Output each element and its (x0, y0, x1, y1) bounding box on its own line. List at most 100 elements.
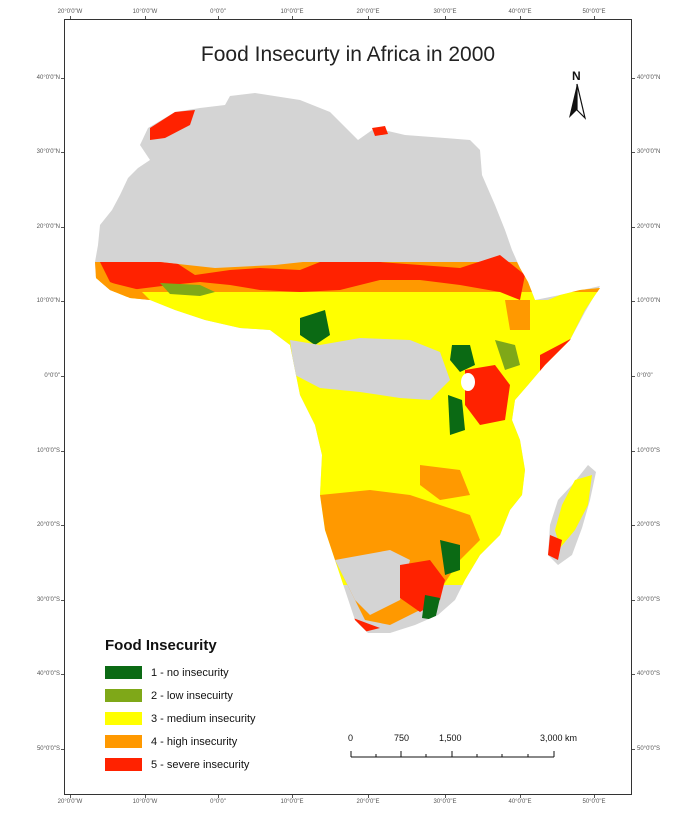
coordinate-tick (70, 795, 71, 798)
coordinate-label: 0°0'0" (210, 9, 226, 15)
coordinate-tick (632, 451, 635, 452)
zone-severe-tunisia (372, 126, 388, 136)
legend-swatch (105, 712, 142, 725)
coordinate-label: 30°0'0"S (36, 597, 60, 603)
coordinate-label: 30°0'0"N (36, 149, 60, 155)
legend-item: 2 - low insecuirty (105, 684, 256, 707)
coordinate-label: 10°0'0"S (637, 448, 661, 454)
coordinate-label: 10°0'0"E (280, 9, 304, 15)
zone-nodata-kalahari (335, 550, 410, 615)
zone-nodata-central (290, 338, 450, 400)
coordinate-label: 30°0'0"N (637, 149, 661, 155)
legend-label: 1 - no insecurity (151, 666, 229, 679)
coordinate-label: 20°0'0"W (57, 9, 83, 15)
coordinate-label: 20°0'0"N (637, 224, 661, 230)
coordinate-label: 50°0'0"E (582, 9, 606, 15)
zone-low-east (495, 340, 520, 370)
coordinate-tick (632, 600, 635, 601)
coordinate-label: 30°0'0"E (433, 9, 457, 15)
coordinate-label: 40°0'0"S (36, 671, 60, 677)
coordinate-tick (632, 227, 635, 228)
zone-no-east (450, 345, 475, 372)
coordinate-label: 50°0'0"S (36, 746, 60, 752)
scale-label: 0 (348, 733, 354, 743)
coordinate-tick (61, 674, 64, 675)
coordinate-tick (61, 451, 64, 452)
coordinate-tick (61, 152, 64, 153)
coordinate-label: 30°0'0"S (637, 597, 661, 603)
coordinate-label: 30°0'0"E (433, 799, 457, 805)
coordinate-label: 0°0'0" (44, 373, 60, 379)
coordinate-tick (61, 301, 64, 302)
coordinate-label: 10°0'0"N (36, 298, 60, 304)
coordinate-tick (61, 376, 64, 377)
coordinate-label: 40°0'0"E (508, 9, 532, 15)
coordinate-tick (632, 674, 635, 675)
coordinate-tick (292, 795, 293, 798)
coordinate-tick (445, 16, 446, 19)
coordinate-tick (520, 795, 521, 798)
legend-swatch (105, 758, 142, 771)
coordinate-label: 20°0'0"E (356, 799, 380, 805)
coordinate-label: 10°0'0"W (132, 9, 158, 15)
scale-bar: 0 750 1,500 3,000 km (348, 733, 577, 763)
coordinate-tick (61, 227, 64, 228)
coordinate-label: 0°0'0" (210, 799, 226, 805)
coordinate-label: 40°0'0"E (508, 799, 532, 805)
coordinate-label: 10°0'0"W (132, 799, 158, 805)
coordinate-tick (145, 795, 146, 798)
zone-severe-east (465, 365, 510, 425)
zone-no-south-2 (422, 595, 440, 620)
scale-bar-line (350, 751, 555, 758)
coordinate-label: 20°0'0"W (57, 799, 83, 805)
scale-label: 1,500 (439, 733, 462, 743)
coordinate-tick (292, 16, 293, 19)
zone-severe-sahel (100, 255, 525, 300)
coordinate-label: 20°0'0"N (36, 224, 60, 230)
legend-item: 5 - severe insecurity (105, 753, 256, 776)
coordinate-label: 20°0'0"S (637, 522, 661, 528)
zone-severe-maghreb (150, 110, 195, 140)
coordinate-tick (61, 525, 64, 526)
zone-medium-madagascar (555, 475, 592, 548)
legend-swatch (105, 689, 142, 702)
legend-label: 4 - high insecurity (151, 735, 238, 748)
legend-item: 1 - no insecurity (105, 661, 256, 684)
coordinate-label: 20°0'0"E (356, 9, 380, 15)
coordinate-tick (632, 152, 635, 153)
zone-no-east-2 (448, 395, 465, 435)
coordinate-tick (632, 78, 635, 79)
legend-label: 2 - low insecuirty (151, 689, 233, 702)
coordinate-tick (520, 16, 521, 19)
coordinate-tick (594, 16, 595, 19)
lake-victoria (461, 373, 475, 391)
scale-label: 750 (394, 733, 410, 743)
coordinate-label: 0°0'0" (637, 373, 653, 379)
coordinate-label: 10°0'0"N (637, 298, 661, 304)
coordinate-label: 40°0'0"S (637, 671, 661, 677)
legend: Food Insecurity 1 - no insecurity 2 - lo… (105, 637, 256, 776)
coordinate-label: 50°0'0"S (637, 746, 661, 752)
coordinate-tick (632, 525, 635, 526)
coordinate-tick (632, 376, 635, 377)
zone-severe-madagascar (548, 535, 562, 560)
coordinate-label: 20°0'0"S (36, 522, 60, 528)
coordinate-tick (368, 795, 369, 798)
zone-high-interior (420, 465, 470, 500)
coordinate-tick (445, 795, 446, 798)
legend-title: Food Insecurity (105, 637, 217, 654)
zone-high-horn (505, 300, 530, 330)
coordinate-tick (61, 78, 64, 79)
legend-swatch (105, 735, 142, 748)
coordinate-tick (632, 301, 635, 302)
zone-low-west (160, 283, 215, 296)
coordinate-tick (368, 16, 369, 19)
coordinate-tick (218, 795, 219, 798)
coordinate-tick (61, 749, 64, 750)
coordinate-tick (594, 795, 595, 798)
north-arrow-icon (569, 83, 587, 120)
coordinate-label: 50°0'0"E (582, 799, 606, 805)
legend-label: 5 - severe insecurity (151, 758, 250, 771)
coordinate-label: 40°0'0"N (637, 75, 661, 81)
zone-no-south (440, 540, 460, 575)
